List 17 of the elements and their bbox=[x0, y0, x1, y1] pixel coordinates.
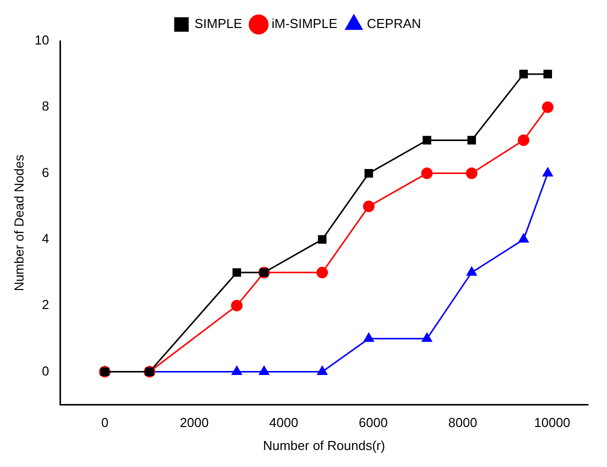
x-tick-label: 10000 bbox=[534, 415, 570, 430]
x-tick-label: 4000 bbox=[269, 415, 298, 430]
x-tick-label: 2000 bbox=[180, 415, 209, 430]
y-axis-title: Number of Dead Nodes bbox=[11, 154, 26, 292]
x-tick-label: 6000 bbox=[358, 415, 388, 430]
legend-label: CEPRAN bbox=[366, 16, 422, 32]
y-tick-label: 4 bbox=[42, 231, 50, 246]
x-axis-title: Number of Rounds(r) bbox=[262, 438, 386, 453]
x-tick-label: 0 bbox=[101, 415, 108, 430]
legend-label: SIMPLE bbox=[194, 16, 242, 32]
y-tick-label: 10 bbox=[34, 32, 50, 48]
y-tick-label: 8 bbox=[42, 98, 50, 114]
y-tick-label: 6 bbox=[42, 164, 50, 180]
y-tick-label: 2 bbox=[42, 297, 50, 312]
x-tick-label: 8000 bbox=[448, 415, 478, 430]
y-tick-label: 0 bbox=[42, 363, 50, 378]
legend-label: iM-SIMPLE bbox=[272, 16, 338, 32]
